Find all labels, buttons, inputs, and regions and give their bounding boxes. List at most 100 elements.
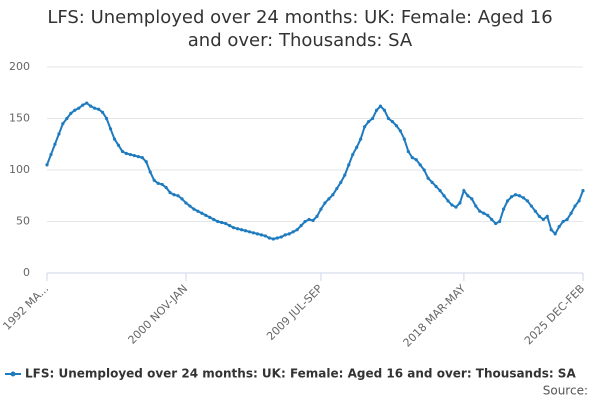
point — [81, 103, 85, 107]
point — [406, 149, 410, 154]
point — [370, 116, 375, 121]
point — [565, 217, 569, 222]
point — [355, 145, 359, 149]
point — [263, 234, 267, 238]
x-tick-label: 2000 NOV-JAN — [126, 282, 191, 347]
point — [323, 201, 327, 205]
point — [569, 211, 573, 215]
point — [501, 207, 506, 211]
point — [247, 230, 252, 234]
point — [228, 224, 232, 228]
point — [533, 209, 537, 213]
point — [196, 209, 200, 213]
point — [414, 158, 418, 162]
point — [176, 194, 180, 198]
point — [462, 189, 466, 193]
point — [525, 199, 530, 203]
point — [573, 204, 577, 208]
point — [45, 163, 49, 167]
point — [446, 199, 450, 203]
point — [239, 228, 244, 232]
series-line — [46, 101, 584, 241]
point — [470, 197, 474, 201]
point — [513, 193, 518, 197]
y-tick-label: 50 — [16, 215, 30, 228]
point — [295, 228, 299, 232]
point — [517, 194, 522, 198]
point — [255, 232, 260, 236]
point — [283, 233, 287, 237]
point — [148, 170, 152, 174]
point — [299, 224, 303, 228]
point — [49, 152, 53, 157]
point — [390, 119, 395, 124]
point — [315, 214, 319, 218]
x-tick-label: 2018 MAR-MAY — [401, 282, 469, 350]
point — [108, 127, 113, 131]
point — [509, 195, 514, 199]
point — [482, 211, 486, 215]
point — [192, 207, 196, 211]
point — [85, 101, 89, 105]
point — [287, 232, 291, 236]
point — [478, 209, 482, 213]
point — [212, 217, 216, 222]
point — [144, 160, 148, 164]
point — [271, 237, 275, 241]
point — [434, 184, 438, 189]
point — [545, 214, 549, 218]
point — [307, 217, 311, 222]
point — [164, 185, 168, 190]
point — [172, 193, 176, 197]
point — [275, 236, 279, 240]
point — [93, 106, 97, 110]
point — [69, 111, 73, 115]
x-tick-label: 1992 MA... — [0, 282, 51, 333]
point — [505, 199, 510, 203]
point — [303, 219, 307, 224]
point — [549, 228, 553, 232]
point — [557, 225, 561, 229]
point — [474, 204, 478, 208]
point — [466, 194, 470, 198]
point — [521, 196, 526, 200]
point — [89, 104, 93, 108]
point — [100, 110, 105, 114]
point — [378, 104, 383, 108]
y-tick-label: 100 — [9, 163, 30, 176]
point — [116, 143, 121, 147]
point — [438, 189, 442, 193]
point — [363, 125, 367, 129]
point — [152, 178, 156, 182]
point — [267, 236, 271, 240]
point — [382, 108, 387, 112]
point — [327, 197, 331, 201]
point — [422, 168, 426, 172]
point — [486, 213, 490, 217]
point — [204, 213, 208, 217]
point — [132, 153, 136, 158]
point — [224, 221, 228, 226]
point — [537, 214, 541, 218]
point — [454, 205, 458, 209]
y-tick-label: 150 — [9, 112, 30, 125]
point — [374, 108, 379, 112]
point — [291, 230, 295, 234]
point — [65, 116, 69, 121]
point — [208, 215, 212, 219]
point — [216, 219, 220, 224]
point — [418, 163, 422, 167]
point — [319, 207, 323, 211]
point — [279, 235, 283, 239]
point — [494, 221, 498, 226]
point — [235, 227, 240, 231]
point — [232, 226, 236, 230]
point — [200, 211, 204, 215]
point — [73, 108, 77, 112]
y-tick-label: 200 — [9, 60, 30, 73]
point — [136, 155, 140, 159]
point — [331, 193, 335, 197]
point — [156, 181, 160, 185]
point — [581, 189, 585, 193]
point — [458, 201, 462, 205]
